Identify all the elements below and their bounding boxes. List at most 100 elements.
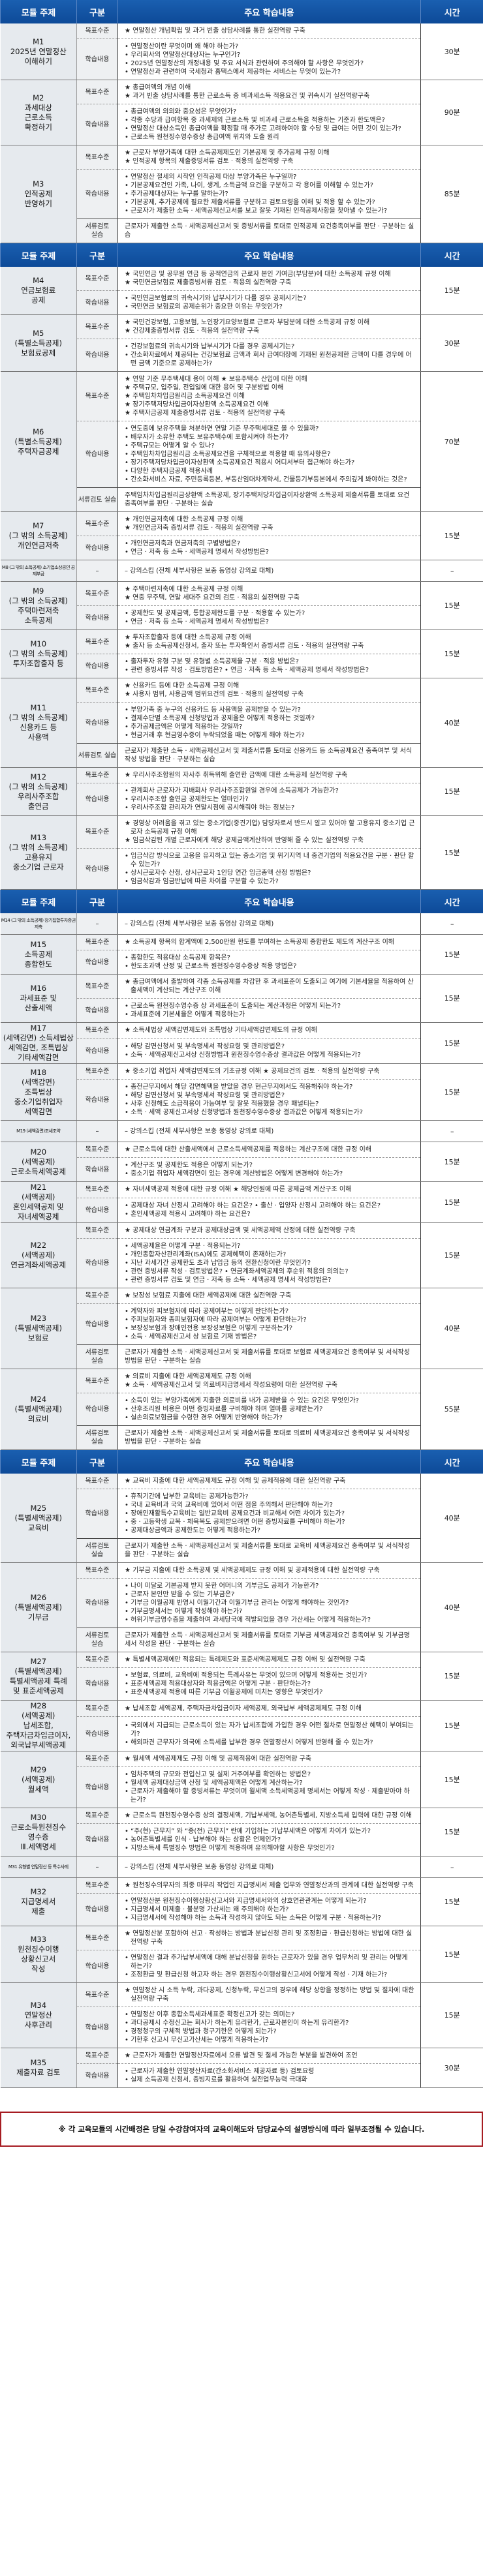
- module-time: 15분: [420, 1700, 483, 1751]
- goal-item: 인적공제 항목의 제출증빙서류 검토 · 적용의 실전역량 구축: [125, 157, 415, 166]
- module-time: 15분: [420, 767, 483, 816]
- module-row-content: 학습내용 국외에서 지급되는 근로소득이 있는 자가 납세조합에 가입한 경우 어…: [1, 1716, 483, 1751]
- module-row-content: 학습내용 “주(현) 근무지” 와 “종(전) 근무지” 란에 기입하는 기납부세…: [1, 1823, 483, 1856]
- module-time: 15분: [420, 1877, 483, 1926]
- content-list: 해당 감면신청서 및 부속명세서 작성요령 및 관리방법은?소득 · 세액공제신…: [117, 1038, 421, 1065]
- module-time: 15분: [420, 511, 483, 560]
- category-label: 학습내용: [76, 1667, 118, 1701]
- header-content: 주요 학습내용: [117, 0, 421, 23]
- content-list: 연말정산이란 무엇이며 왜 해야 하는가?우리회사의 연말정산대상자는 누구인가…: [117, 38, 421, 80]
- module-row-goal: M28 (세액공제) 납세조합, 주택자금차입금이자, 외국납부세액공제 목표수준…: [0, 1700, 483, 1751]
- category-label: 학습내용: [76, 1489, 118, 1539]
- goal-list: 개인연금저축에 대한 소득공제 규정 이해개인연금저축 증빙서류 검토 · 적용…: [117, 511, 421, 536]
- module-row-practice: 서류검토 실습 근로자가 제출한 소득 · 세액공제신고서 및 제출서류를 토대로…: [1, 1425, 483, 1450]
- category-label: 목표수준: [76, 934, 118, 950]
- content-item: 다양한 주택자금공제 적용사례: [125, 467, 415, 476]
- goal-item: 주택자금공제 제출증빙서류 검토 · 적용의 실전역량 구축: [125, 409, 415, 417]
- content-item: 주택임차차입금원리금 소득공제요건을 구체적으로 적용할 때 유의사항은?: [125, 450, 415, 459]
- module-time: 15분: [420, 581, 483, 630]
- content-item: 관련 증빙서류 작성 · 검토방법은? • 연금 · 저축 등 소득 · 세액공…: [125, 666, 415, 674]
- goal-list: 중소기업 취업자 세액감면제도의 기초규정 이해 ★ 공제요건의 검토 · 적용…: [117, 1063, 421, 1080]
- goal-list: 투자조합출자 등에 대한 소득공제 규정 이해출자 등 소득공제신청서, 출자 …: [117, 629, 421, 654]
- goal-list: 신용카드 등에 대한 소득공제 규정 이해사용자 범위, 사용금액 범위요건의 …: [117, 678, 421, 703]
- category-label: 서류검토 실습: [76, 487, 118, 512]
- practice-list: 근로자가 제출한 소득 · 세액공제신고서 및 제출서류를 토대로 보험료 세액…: [117, 1344, 421, 1369]
- content-list: 국외에서 지급되는 근로소득이 있는 자가 납세조합에 가입한 경우 어떤 절차…: [117, 1716, 421, 1751]
- content-item: 월세액 공제대상금액 산정 및 세액공제액은 어떻게 계산하는가?: [125, 1779, 415, 1787]
- content-item: 세액공제율은 어떻게 구분 · 적용되는가?: [125, 1242, 415, 1250]
- module-title: M8 (그 밖의 소득공제) 소기업소상공인 공제부금: [0, 560, 77, 582]
- category-label: 목표수준: [76, 767, 118, 783]
- content-item: 보험료, 의료비, 교육비에 적용되는 특례사유는 무엇이 있으며 어떻게 적용…: [125, 1671, 415, 1680]
- content-item: 기부금명세서는 어떻게 작성해야 하는가?: [125, 1607, 415, 1616]
- module-row-content: 학습내용출자투자 유형 구분 및 유형별 소득공제율 구분 · 적용 방법은?관…: [1, 654, 483, 678]
- content-item: 소득 · 세액공제신고서 상 보험료 기재 방법은?: [125, 1333, 415, 1341]
- content-list: 계약자와 피보험자에 따라 공제여부는 어떻게 판단하는가?주피보험자와 종피보…: [117, 1303, 421, 1345]
- module-row-practice: 서류검토 실습 근로자가 제출한 소득 · 세액공제신고서 및 제출서류를 토대로…: [1, 1538, 483, 1563]
- module-time: 30분: [420, 2048, 483, 2088]
- category-label: 학습내용: [76, 1823, 118, 1856]
- category-label: 목표수준: [76, 371, 118, 421]
- goal-list: 근로소득 원천징수영수증 상의 결정세액, 기납부세액, 농어촌특별세, 지방소…: [117, 1808, 421, 1824]
- content-item: 근로소득 원천징수영수증 상 과세표준이 도출되는 계산과정은 어떻게 되는가?: [125, 1002, 415, 1010]
- module-row-content: 학습내용세액공제율은 어떻게 구분 · 적용되는가?개인종합자산관리계좌(ISA…: [1, 1238, 483, 1288]
- content-list: 계산구조 및 공제한도 적용은 어떻게 되는가?중소기업 취업자 세액감면이 있…: [117, 1157, 421, 1182]
- module-time: 55분: [420, 1369, 483, 1450]
- module-time: 15분: [420, 1926, 483, 1983]
- module-title: M27 (특별세액공제) 특별세액공제 특례 및 표준세액공제: [0, 1652, 77, 1701]
- goal-item: 주택규모, 입주일, 전입일에 대한 용어 및 구분방법 이해: [125, 384, 415, 392]
- content-list: 임차주택의 규모와 전입신고 및 실제 거주여부를 확인하는 방법은?월세액 공…: [117, 1766, 421, 1808]
- module-time: 15분: [420, 629, 483, 678]
- category-label: 학습내용: [76, 1578, 118, 1628]
- goal-list: 특별세액공제에만 적용되는 특례제도와 표준세액공제제도 규정 이해 및 실전역…: [117, 1652, 421, 1668]
- module-row-content: 학습내용연도중에 보유주택을 처분하면 연말 기준 무주택세대로 볼 수 있을까…: [1, 421, 483, 488]
- category-label: 목표수준: [76, 1751, 118, 1767]
- module-row-content: 학습내용건강보험료의 귀속시기와 납부시기가 다를 경우 공제시기는?간소화자료…: [1, 339, 483, 372]
- content-item: 임금삭감과 임금반납에 따른 차이를 구분할 수 있는가?: [125, 877, 415, 886]
- category-label: 목표수준: [76, 2048, 118, 2064]
- goal-item: 의료비 지출에 대한 세액공제제도 규정 이해: [125, 1372, 415, 1381]
- goal-item: 기부금 지출에 대한 소득공제 및 세액공제제도 규정 이해 및 공제적용에 대…: [125, 1566, 415, 1575]
- module-title: M12 (그 밖의 소득공제) 우리사주조합 출연금: [0, 767, 77, 816]
- module-row-content: 학습내용근로자가 제출한 연말정산자료(간소화서비스 제공자료 등) 검토요령실…: [1, 2063, 483, 2088]
- category-label: 서류검토 실습: [76, 1538, 118, 1563]
- goal-list: 근로소득에 대한 산출세액에서 근로소득세액공제를 적용하는 계산구조에 대한 …: [117, 1142, 421, 1158]
- content-item: 과세표준에 기본세율은 어떻게 적용하는가: [125, 1010, 415, 1019]
- goal-item: 소득 · 세액공제신고서 및 의료비지급명세서 작성요령에 대한 실전역량 구축: [125, 1381, 415, 1389]
- module-title: M21 (세액공제) 혼인세액공제 및 자녀세액공제: [0, 1181, 77, 1223]
- module-row-content: 학습내용계산구조 및 공제한도 적용은 어떻게 되는가?중소기업 취업자 세액감…: [1, 1157, 483, 1182]
- module-title: M4 연금보험료 공제: [0, 267, 77, 315]
- goal-item: 장기주택저당차입금이자상환액 소득공제요건 이해: [125, 401, 415, 409]
- content-item: 허위기부금영수증을 제출하여 과세당국에 적발되었을 경우 가산세는 어떻게 적…: [125, 1616, 415, 1624]
- goal-list: 납세조합 세액공제, 주택자금차입금이자 세액공제, 외국납부 세액공제제도 규…: [117, 1700, 421, 1718]
- curriculum-section-table: 모듈 주제 구분 주요 학습내용 시간 M14 (그 밖의 소득공제) 장기집합투자증권…: [0, 890, 483, 1450]
- content-list: 연말정산 결과 추가납부세액에 대해 분납신청을 원하는 근로자가 있을 경우 …: [117, 1950, 421, 1983]
- module-title: M13 (그 밖의 소득공제) 고용유지 중소기업 근로자: [0, 815, 77, 890]
- content-item: 계약자와 피보험자에 따라 공제여부는 어떻게 판단하는가?: [125, 1307, 415, 1316]
- module-time: –: [420, 1120, 483, 1142]
- content-item: 공제한도 및 공제금액, 통합공제한도를 구분 · 적용할 수 있는가?: [125, 609, 415, 618]
- content-list: 소득이 있는 부양가족에게 지출한 의료비를 내가 공제받을 수 있는 요건은 …: [117, 1393, 421, 1426]
- content-item: 배우자가 소유한 주택도 보유주택수에 포함시켜야 하는가?: [125, 433, 415, 442]
- module-title: M1 2025년 연말정산 이해하기: [0, 23, 77, 80]
- content-list: 휴직기간에 납부한 교육비는 공제가능한가?국내 교육비과 국외 교육비에 있어…: [117, 1489, 421, 1539]
- content-item: 휴직기간에 납부한 교육비는 공제가능한가?: [125, 1493, 415, 1501]
- header-module: 모듈 주제: [0, 1450, 77, 1474]
- module-row-content: 학습내용해당 감면신청서 및 부속명세서 작성요령 및 관리방법은?소득 · 세…: [1, 1038, 483, 1065]
- practice-item: 근로자가 제출한 소득 · 세액공제신고서 및 증빙서류를 토대로 인적공제 요…: [125, 223, 414, 239]
- module-time: 15분: [420, 974, 483, 1023]
- content-item: 연말정산 결과 추가납부세액에 대해 분납신청을 원하는 근로자가 있을 경우 …: [125, 1954, 415, 1971]
- content-item: 관련 증빙서류 작성 · 검토방법은? • 연금계좌세액공제의 후순위 적용의 …: [125, 1267, 415, 1276]
- goal-item: 건강제출증빙서류 검토 · 적용의 실전역량 구축: [125, 327, 415, 335]
- category-label: 학습내용: [76, 169, 118, 219]
- goal-list: 소득세법상 세액감면제도와 조특법상 기타세액감면제도의 규정 이해: [117, 1022, 421, 1039]
- module-row-goal: M6 (특별소득공제) 주택자금공제목표수준연말 기준 무주택세대 용어 이해 …: [0, 371, 483, 512]
- goal-item: 소득세법상 세액감면제도와 조특법상 기타세액감면제도의 규정 이해: [125, 1026, 415, 1035]
